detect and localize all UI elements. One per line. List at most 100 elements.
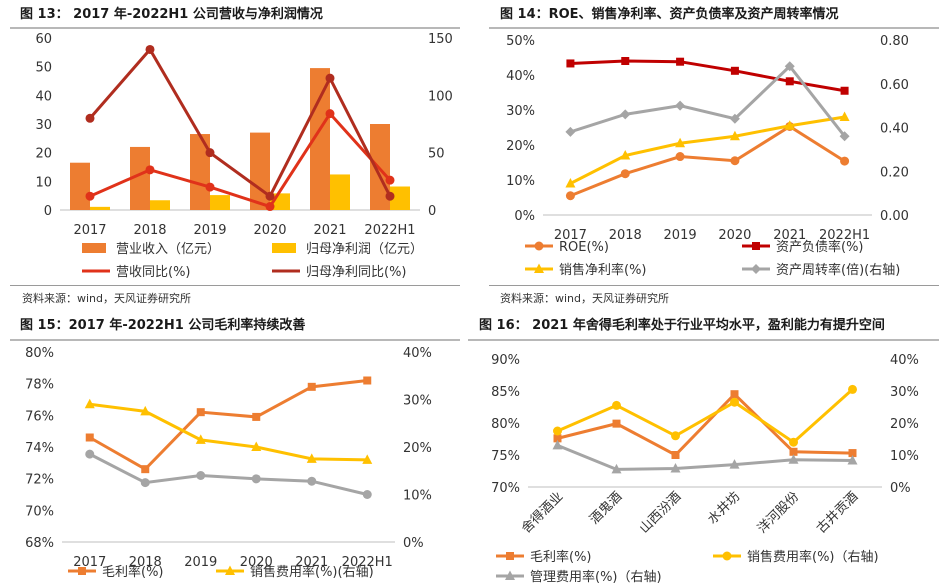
fig16-data-point [553, 434, 562, 443]
fig13-ytick-label: 0 [44, 204, 52, 219]
figure-13-chart: 0 10 20 30 40 50 60 0 50 100 150 2017 2018 2019 2020 20… [35, 32, 453, 280]
fig14-y2tick-label: 0.60 [880, 78, 909, 93]
fig15-data-point [362, 490, 372, 499]
fig15-data-point [195, 434, 206, 444]
fig13-ytick-label: 40 [35, 89, 52, 104]
fig14-legend-swatch-marker [751, 264, 761, 274]
fig13-legend-label: 归母净利同比(%) [306, 265, 407, 280]
fig15-xtick-label: 2017 [73, 555, 106, 570]
fig14-data-point [675, 100, 686, 111]
fig14-y2tick-label: 0.00 [880, 209, 909, 224]
fig14-data-point [675, 152, 685, 162]
fig16-series-line [556, 388, 854, 445]
fig13-series-line [88, 46, 392, 199]
fig14-xtick-label: 2022H1 [819, 228, 870, 243]
fig13-legend-label: 营业收入（亿元） [116, 242, 220, 257]
fig13-y2tick-label: 150 [428, 32, 453, 47]
fig13-bar [310, 68, 330, 210]
fig13-data-point [325, 109, 335, 119]
fig13-ytick-label: 20 [35, 147, 52, 162]
fig14-y2tick-label: 0.20 [880, 165, 909, 180]
fig15-data-point [140, 405, 151, 416]
fig14-data-point [730, 66, 739, 75]
fig15-series-line [89, 379, 368, 472]
fig15-data-point [307, 382, 316, 391]
fig13-bar [190, 134, 210, 210]
figure-15-title-rule [10, 339, 460, 341]
fig13-y2tick-label: 0 [428, 204, 436, 219]
fig14-ytick-label: 0% [514, 209, 535, 224]
fig13-data-point [85, 191, 95, 201]
fig14-series-line [570, 59, 845, 93]
fig16-ytick-label: 90% [491, 353, 520, 368]
fig14-data-point [565, 178, 576, 188]
fig14-data-point [785, 77, 794, 86]
fig16-xtick-label: 古井贡酒 [814, 489, 861, 536]
fig14-data-point [620, 109, 631, 120]
fig14-xtick-label: 2020 [718, 228, 751, 243]
fig14-legend-label: 资产周转率(倍)(右轴) [776, 262, 900, 278]
fig14-ytick-label: 30% [506, 104, 535, 119]
fig16-series-line [557, 392, 853, 457]
fig16-legend-swatch-marker [505, 570, 515, 580]
fig14-data-point [676, 57, 685, 66]
fig16-legend-swatch-marker [722, 551, 732, 561]
figure-14-source: 资料来源：wind，天风证券研究所 [500, 292, 670, 305]
fig13-legend-swatch [82, 243, 106, 253]
fig13-ytick-label: 10 [35, 175, 52, 190]
fig14-ytick-label: 50% [506, 34, 535, 49]
fig14-data-point [784, 61, 795, 72]
fig16-xtick-label: 水井坊 [705, 489, 743, 527]
fig13-xtick-label: 2017 [73, 223, 106, 238]
fig15-data-point [252, 412, 261, 421]
figure-14-title-rule [489, 27, 939, 29]
fig14-data-point [565, 191, 575, 201]
fig16-data-point [848, 449, 857, 458]
fig15-data-point [196, 471, 206, 480]
fig15-data-point [363, 376, 372, 385]
fig14-legend-swatch-marker [534, 263, 544, 273]
fig14-data-point [621, 57, 630, 65]
figure-13-title-rule [10, 27, 460, 29]
figure-15-chart: 68% 70% 72% 74% 76% 78% 80% 0% 10% 20% 30% 40% 2017 2… [25, 346, 432, 580]
fig15-legend-label: 毛利率(%) [102, 564, 164, 580]
fig16-ytick-label: 75% [491, 449, 520, 464]
fig13-bar [330, 174, 350, 210]
fig16-data-point [788, 454, 799, 464]
fig13-data-point [85, 113, 95, 123]
fig16-data-point [848, 384, 857, 394]
fig13-data-point [265, 191, 275, 201]
fig16-data-point [671, 431, 680, 441]
fig15-data-point [196, 408, 205, 417]
fig14-series-line [569, 115, 845, 185]
fig15-ytick-label: 70% [25, 504, 54, 519]
fig14-legend-label: ROE(%) [559, 240, 609, 255]
fig13-ytick-label: 30 [35, 118, 52, 133]
fig15-ytick-label: 76% [25, 409, 54, 424]
fig15-legend-swatch-marker [78, 567, 86, 575]
fig16-legend-label: 毛利率(%) [530, 549, 592, 565]
fig16-ytick-label: 85% [491, 385, 520, 400]
fig14-xtick-label: 2021 [773, 228, 806, 243]
fig13-bar [70, 162, 90, 210]
fig14-series-line [569, 124, 846, 198]
fig16-data-point [789, 447, 798, 456]
fig15-y2tick-label: 10% [403, 489, 432, 504]
fig13-xtick-label: 2020 [253, 223, 286, 238]
fig16-data-point [730, 390, 739, 399]
fig15-data-point [307, 476, 317, 486]
fig16-y2tick-label: 40% [890, 353, 919, 368]
fig13-data-point [325, 73, 335, 83]
figure-13-source-rule [10, 285, 460, 286]
figure-14-title: 图 14：ROE、销售净利率、资产负债率及资产周转率情况 [500, 7, 839, 22]
fig14-data-point [840, 86, 849, 95]
fig13-bar [130, 146, 150, 210]
fig16-data-point [789, 437, 798, 447]
fig14-legend-swatch-marker [534, 241, 544, 251]
fig15-data-point [84, 398, 95, 409]
fig15-ytick-label: 74% [25, 441, 54, 456]
fig14-data-point [729, 113, 740, 124]
fig14-ytick-label: 10% [506, 174, 535, 189]
figure-13-title: 图 13： 2017 年-2022H1 公司营收与净利润情况 [20, 7, 323, 22]
fig13-ytick-label: 60 [35, 32, 52, 47]
